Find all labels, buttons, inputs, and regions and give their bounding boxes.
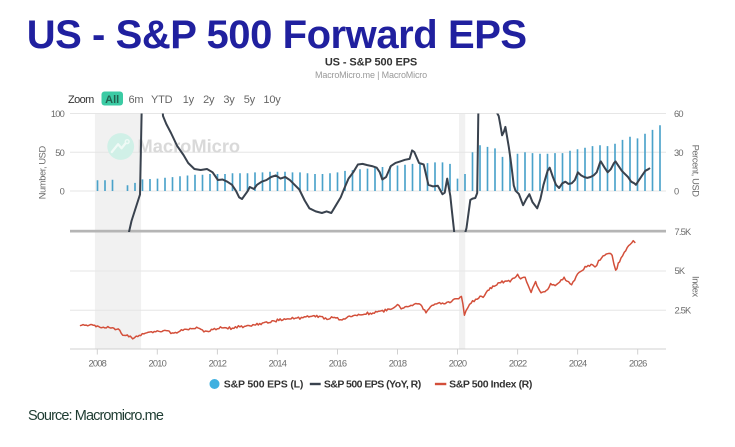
svg-text:Index: Index: [691, 276, 701, 297]
svg-text:5K: 5K: [675, 266, 686, 276]
svg-text:10y: 10y: [263, 94, 281, 106]
svg-text:3y: 3y: [223, 94, 235, 106]
svg-text:2026: 2026: [629, 359, 647, 369]
svg-text:0: 0: [60, 187, 65, 197]
svg-text:2018: 2018: [389, 359, 407, 369]
svg-text:S&P 500 EPS (YoY, R): S&P 500 EPS (YoY, R): [324, 379, 421, 391]
svg-text:6m: 6m: [128, 94, 143, 106]
svg-text:5y: 5y: [244, 94, 256, 106]
svg-text:2008: 2008: [89, 359, 107, 369]
svg-text:50: 50: [55, 148, 64, 158]
svg-text:60: 60: [674, 109, 683, 119]
svg-text:0: 0: [674, 187, 679, 197]
svg-text:2020: 2020: [449, 359, 467, 369]
svg-text:S&P 500 EPS (L): S&P 500 EPS (L): [224, 379, 303, 391]
svg-text:MacroMicro: MacroMicro: [138, 136, 241, 157]
svg-text:30: 30: [674, 148, 683, 158]
svg-text:2016: 2016: [329, 359, 347, 369]
svg-text:2024: 2024: [569, 359, 587, 369]
svg-text:YTD: YTD: [151, 94, 173, 106]
svg-text:S&P 500 Index (R): S&P 500 Index (R): [449, 379, 532, 391]
svg-text:US - S&P 500 EPS: US - S&P 500 EPS: [325, 57, 417, 69]
svg-text:All: All: [105, 94, 119, 106]
svg-text:MacroMicro.me | MacroMicro: MacroMicro.me | MacroMicro: [315, 70, 427, 80]
svg-text:US - S&P 500 Forward EPS: US - S&P 500 Forward EPS: [27, 13, 527, 57]
svg-text:Number, USD: Number, USD: [37, 146, 47, 200]
svg-text:2014: 2014: [269, 359, 287, 369]
svg-text:2022: 2022: [509, 359, 527, 369]
svg-text:Percent, USD: Percent, USD: [691, 145, 701, 198]
svg-text:1y: 1y: [183, 94, 195, 106]
svg-text:2.5K: 2.5K: [675, 305, 693, 315]
svg-text:7.5K: 7.5K: [675, 227, 693, 237]
svg-text:Zoom: Zoom: [68, 94, 94, 106]
svg-text:2012: 2012: [209, 359, 227, 369]
svg-text:Source: Macromicro.me: Source: Macromicro.me: [28, 408, 164, 424]
svg-text:2y: 2y: [203, 94, 215, 106]
svg-text:100: 100: [51, 109, 65, 119]
svg-text:2010: 2010: [149, 359, 167, 369]
